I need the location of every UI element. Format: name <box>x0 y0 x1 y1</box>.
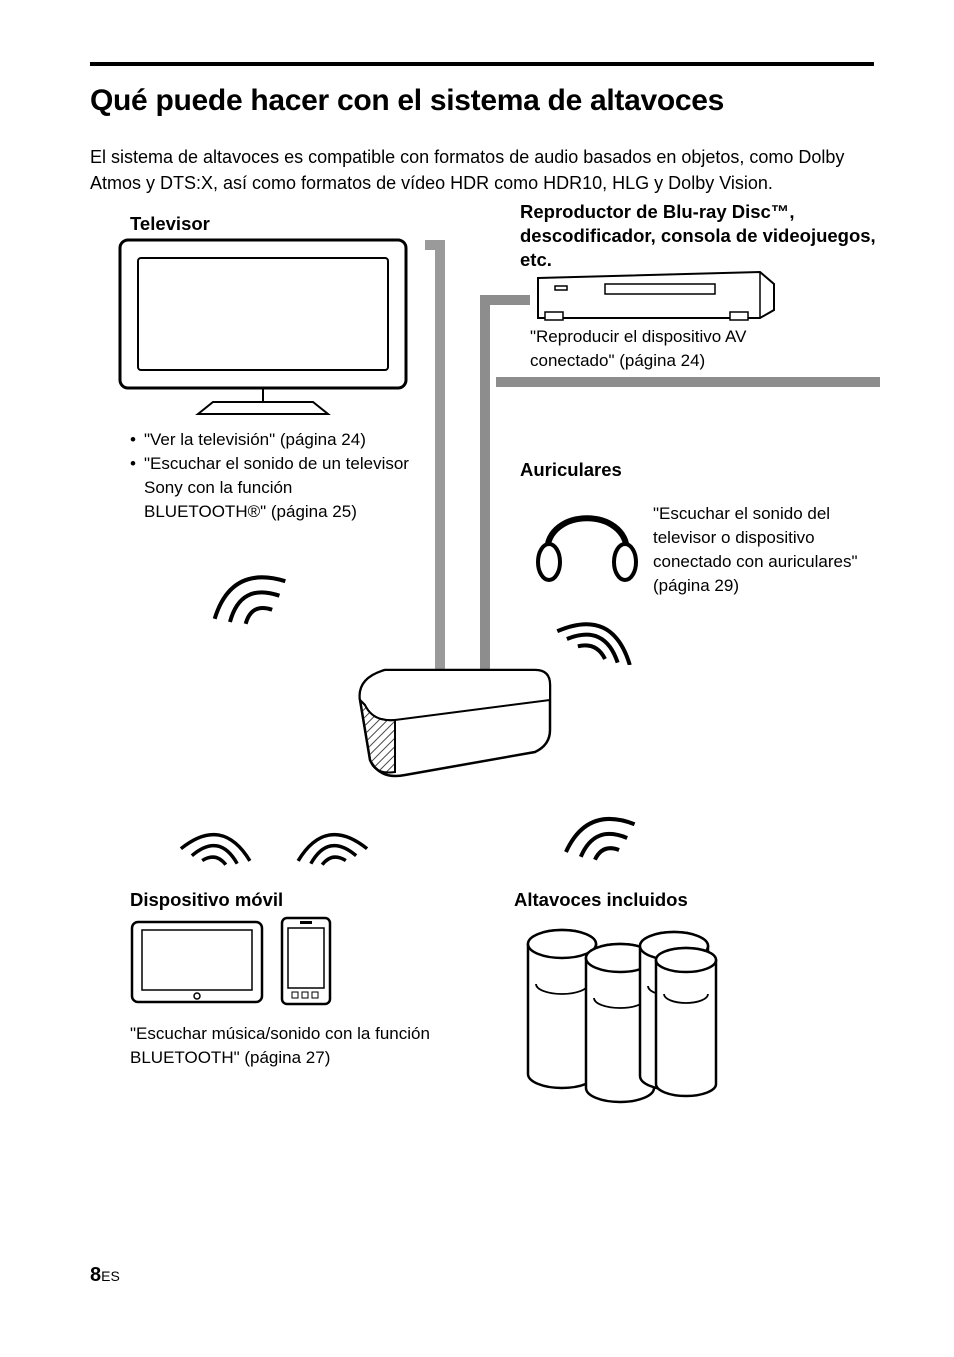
diagram-area: Televisor "Ver la televisión" (página 24… <box>90 200 874 1160</box>
headphones-label: Auriculares <box>520 458 622 482</box>
player-note: "Reproducir el dispositivo AV conectado"… <box>530 325 810 373</box>
intro-text: El sistema de altavoces es compatible co… <box>90 144 874 196</box>
player-icon <box>530 270 780 325</box>
headphones-note: "Escuchar el sonido del televisor o disp… <box>653 502 883 597</box>
page-num-suffix: ES <box>101 1268 120 1284</box>
mobile-note: "Escuchar música/sonido con la función B… <box>130 1022 450 1070</box>
wireless-mobile1-icon <box>168 810 268 870</box>
player-label: Reproductor de Blu-ray Disc™, descodific… <box>520 200 880 272</box>
tv-label: Televisor <box>130 212 210 236</box>
wireless-headphones-icon <box>542 595 662 665</box>
tv-bullet-2: "Escuchar el sonido de un televisor Sony… <box>130 452 410 523</box>
wireless-mobile2-icon <box>280 810 380 870</box>
tv-bullet-1: "Ver la televisión" (página 24) <box>130 428 410 452</box>
mobile-icon <box>130 916 360 1006</box>
page-title: Qué puede hacer con el sistema de altavo… <box>90 84 874 118</box>
speakers-label: Altavoces incluidos <box>514 888 688 912</box>
headphones-icon <box>527 482 647 592</box>
speakers-icon <box>514 914 734 1114</box>
page-num-value: 8 <box>90 1264 101 1286</box>
tv-icon <box>118 238 408 418</box>
tv-bullets: "Ver la televisión" (página 24) "Escucha… <box>130 428 410 523</box>
hub-icon <box>345 660 555 780</box>
mobile-label: Dispositivo móvil <box>130 888 283 912</box>
page-number: 8ES <box>90 1264 120 1287</box>
wireless-tv-icon <box>190 565 310 635</box>
wireless-speakers-icon <box>546 808 656 873</box>
